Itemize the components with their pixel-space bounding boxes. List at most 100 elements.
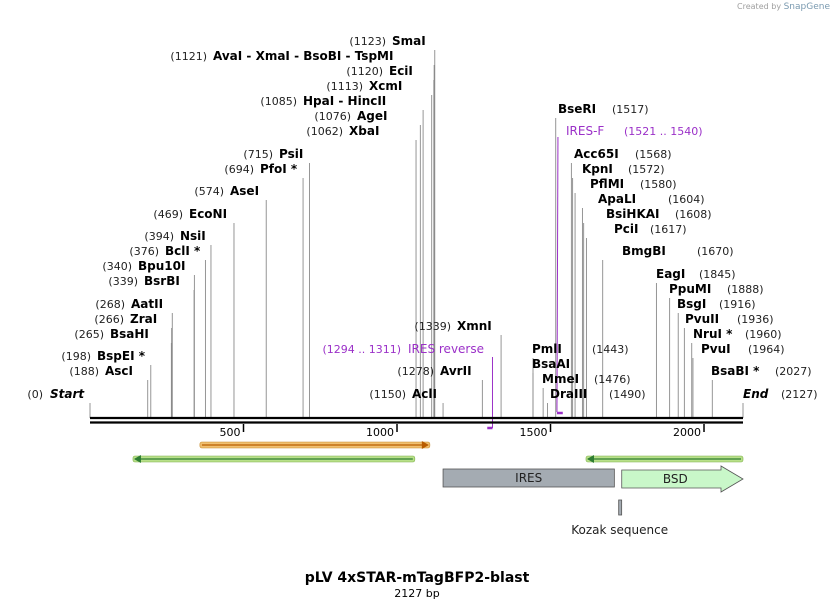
enzyme-site-label: EagI <box>656 267 685 281</box>
primer-ires-reverse-label: IRES reverse <box>408 342 484 356</box>
site-position: (715) <box>243 148 273 161</box>
end-label: End <box>743 387 769 401</box>
start-position: (0) <box>27 388 43 401</box>
dna-backbone: 500 1000 1500 2000 <box>90 411 743 439</box>
site-position: (1120) <box>346 65 383 78</box>
snapgene-logo-text: SnapGene <box>783 2 830 12</box>
site-position: (1443) <box>592 343 629 356</box>
enzyme-site-label: SmaI <box>392 34 426 48</box>
enzyme-site-label: BspEI * <box>97 349 146 363</box>
site-position: (1888) <box>727 283 764 296</box>
map-title: pLV 4xSTAR-mTagBFP2-blast <box>304 570 530 586</box>
site-labels: AscI (188) BspEI * (198) BsaHI (265) ZraI (266)… <box>27 34 817 401</box>
site-position: (1936) <box>737 313 774 326</box>
enzyme-site-label: BseRI <box>558 102 596 116</box>
enzyme-site-label: PpuMI <box>669 282 711 296</box>
site-position: (2027) <box>775 365 812 378</box>
enzyme-site-label: BsaAI <box>532 357 570 371</box>
site-position: (694) <box>224 163 254 176</box>
enzyme-site-label: BsaBI * <box>711 364 760 378</box>
feature-kozak <box>618 499 623 516</box>
primer-ires-f-label: IRES-F <box>566 124 604 138</box>
primer-range: (1294 .. 1311) <box>322 343 401 356</box>
site-position: (1085) <box>260 95 297 108</box>
site-position: (1517) <box>612 103 649 116</box>
enzyme-site-label: AgeI <box>357 109 387 123</box>
site-position: (1916) <box>719 298 756 311</box>
site-position: (268) <box>95 298 125 311</box>
enzyme-site-label: Acc65I <box>574 147 619 161</box>
site-position: (266) <box>94 313 124 326</box>
enzyme-site-label: XbaI <box>349 124 379 138</box>
enzyme-site-label: XcmI <box>369 79 402 93</box>
feature-reverse-arrowhead <box>133 455 141 463</box>
site-position: (1580) <box>640 178 677 191</box>
site-position: (469) <box>153 208 183 221</box>
site-position: (376) <box>129 245 159 258</box>
enzyme-site-label: AseI <box>230 184 259 198</box>
feature-bsd-label: BSD <box>663 472 688 486</box>
site-position: (1572) <box>628 163 665 176</box>
site-position: (1670) <box>697 245 734 258</box>
enzyme-site-label: ZraI <box>130 312 157 326</box>
snapgene-credit: Created by SnapGene <box>737 2 830 12</box>
map-title-block: pLV 4xSTAR-mTagBFP2-blast 2127 bp <box>0 570 834 600</box>
site-position: (1617) <box>650 223 687 236</box>
primer-leader <box>556 136 559 413</box>
enzyme-site-label: KpnI <box>582 162 613 176</box>
ruler-tick-label: 500 <box>220 426 241 439</box>
enzyme-site-label: BsiHKAI <box>606 207 660 221</box>
site-position: (1568) <box>635 148 672 161</box>
site-position: (1121) <box>170 50 207 63</box>
enzyme-site-label: AatII <box>131 297 163 311</box>
enzyme-site-label: XmnI <box>457 319 492 333</box>
enzyme-site-label: DraIII <box>550 387 587 401</box>
enzyme-site-label: EciI <box>389 64 413 78</box>
enzyme-site-label: PfoI * <box>260 162 298 176</box>
enzyme-site-label: EcoNI <box>189 207 227 221</box>
enzyme-site-label: Bpu10I <box>138 259 185 273</box>
enzyme-site-label: BsgI <box>677 297 706 311</box>
site-position: (1490) <box>609 388 646 401</box>
ruler-tick-label: 2000 <box>673 426 701 439</box>
feature-ires-label: IRES <box>515 471 542 485</box>
enzyme-site-label: PciI <box>614 222 639 236</box>
site-position: (1339) <box>414 320 451 333</box>
feature-kozak-label: Kozak sequence <box>571 523 668 537</box>
site-position: (1604) <box>668 193 705 206</box>
feature-forward-arrowhead <box>421 441 429 449</box>
enzyme-site-label: HpaI - HincII <box>303 94 386 108</box>
enzyme-site-label: BsaHI <box>110 327 149 341</box>
site-position: (1964) <box>748 343 785 356</box>
enzyme-site-label: MmeI <box>542 372 579 386</box>
site-position: (198) <box>61 350 91 363</box>
ruler-tick-label: 1000 <box>366 426 394 439</box>
enzyme-site-label: AvaI - XmaI - BsoBI - TspMI <box>213 49 393 63</box>
feature-bsd <box>621 465 744 493</box>
feature-ires <box>442 468 615 488</box>
enzyme-site-label: AclI <box>412 387 437 401</box>
site-position: (339) <box>108 275 138 288</box>
site-position: (188) <box>69 365 99 378</box>
site-position: (1476) <box>594 373 631 386</box>
enzyme-site-label: PvuII <box>685 312 719 326</box>
enzyme-site-label: NruI * <box>693 327 733 341</box>
feature-track: IRES BSD Kozak sequence <box>132 441 744 537</box>
start-label: Start <box>50 387 85 401</box>
site-position: (1113) <box>326 80 363 93</box>
site-position: (1062) <box>306 125 343 138</box>
site-position: (1278) <box>397 365 434 378</box>
enzyme-site-label: PmlI <box>532 342 562 356</box>
enzyme-site-label: PflMI <box>590 177 624 191</box>
enzyme-site-label: BclI * <box>165 244 201 258</box>
feature-reverse-arrowhead <box>587 455 594 463</box>
site-position: (265) <box>74 328 104 341</box>
enzyme-site-label: BsrBI <box>144 274 180 288</box>
primer-range: (1521 .. 1540) <box>624 125 703 138</box>
site-leaders <box>89 50 744 428</box>
enzyme-site-label: BmgBI <box>622 244 666 258</box>
enzyme-site-label: ApaLI <box>598 192 636 206</box>
site-position: (340) <box>102 260 132 273</box>
site-position: (1150) <box>369 388 406 401</box>
